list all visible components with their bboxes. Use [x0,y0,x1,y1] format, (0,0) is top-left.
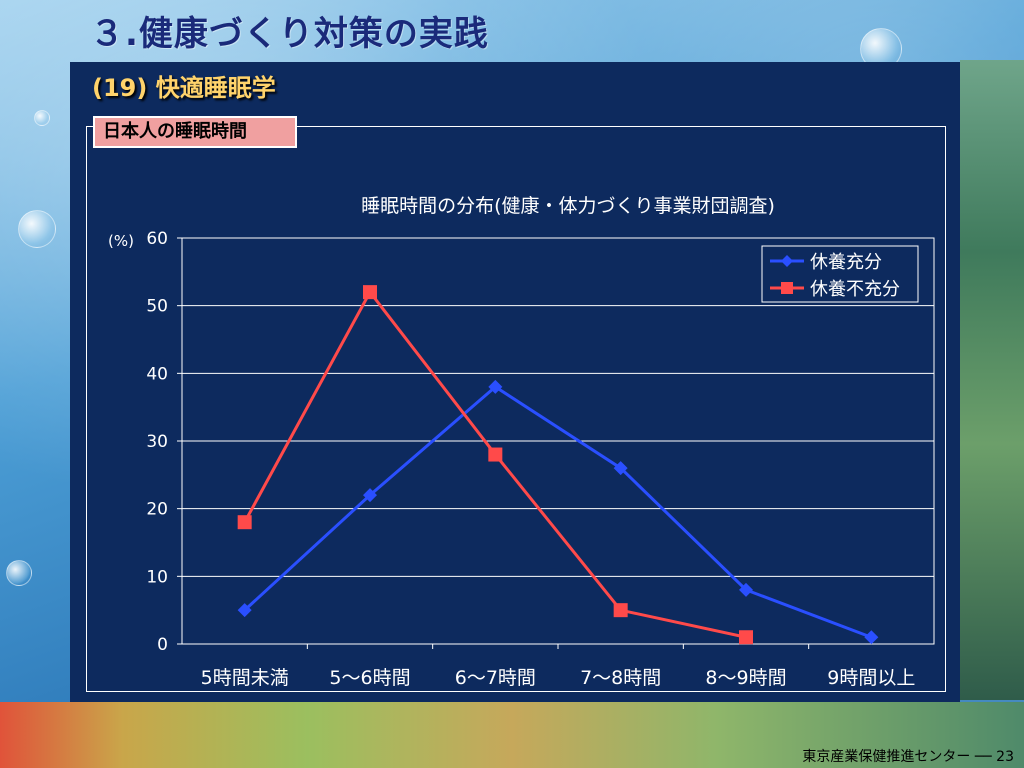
y-tick-label: 50 [146,297,168,317]
x-tick-label: 5時間未満 [201,667,289,689]
chart-frame [86,126,946,692]
water-drop-decoration [18,210,56,248]
water-drop-decoration [34,110,50,126]
data-point-marker [613,603,628,618]
y-tick-label: 0 [157,635,168,655]
data-point-marker [237,603,252,618]
series-line-1 [243,384,872,639]
data-point-marker [363,285,377,300]
y-tick-label: 60 [146,229,168,249]
data-point-marker [739,630,753,645]
data-point-marker [363,488,377,503]
page-title: ３.健康づくり対策の実践 [90,14,489,54]
section-label: 日本人の睡眠時間 [93,116,297,148]
y-tick-label: 10 [146,567,168,587]
legend-label: 休養不充分 [810,279,900,300]
y-axis-label: (%) [108,232,134,250]
background-vegetables [0,702,1024,768]
data-point-marker [237,515,252,530]
data-point-marker [864,630,879,645]
data-point-marker [739,582,753,597]
legend-swatch-marker [781,255,793,267]
content-panel [70,62,960,702]
x-tick-label: 6～7時間 [455,667,536,689]
y-tick-label: 40 [146,364,168,384]
footer-credit: 東京産業保健推進センター ── 23 [802,749,1014,765]
legend-swatch-marker [781,282,793,294]
series-line-2 [243,289,747,639]
legend-label: 休養充分 [810,252,882,273]
data-point-marker [613,461,628,476]
y-tick-label: 20 [146,500,168,520]
data-point-marker [488,447,503,462]
chart-title: 睡眠時間の分布(健康・体力づくり事業財団調査) [361,195,775,217]
x-tick-label: 5～6時間 [329,667,410,689]
section-subtitle: (19) 快適睡眠学 [92,74,276,102]
x-tick-label: 8～9時間 [705,667,786,689]
water-drop-decoration [6,560,32,586]
x-tick-label: 7～8時間 [580,667,661,689]
y-tick-label: 30 [146,432,168,452]
x-tick-label: 9時間以上 [827,667,915,689]
background-foliage [960,60,1024,700]
data-point-marker [488,379,503,394]
